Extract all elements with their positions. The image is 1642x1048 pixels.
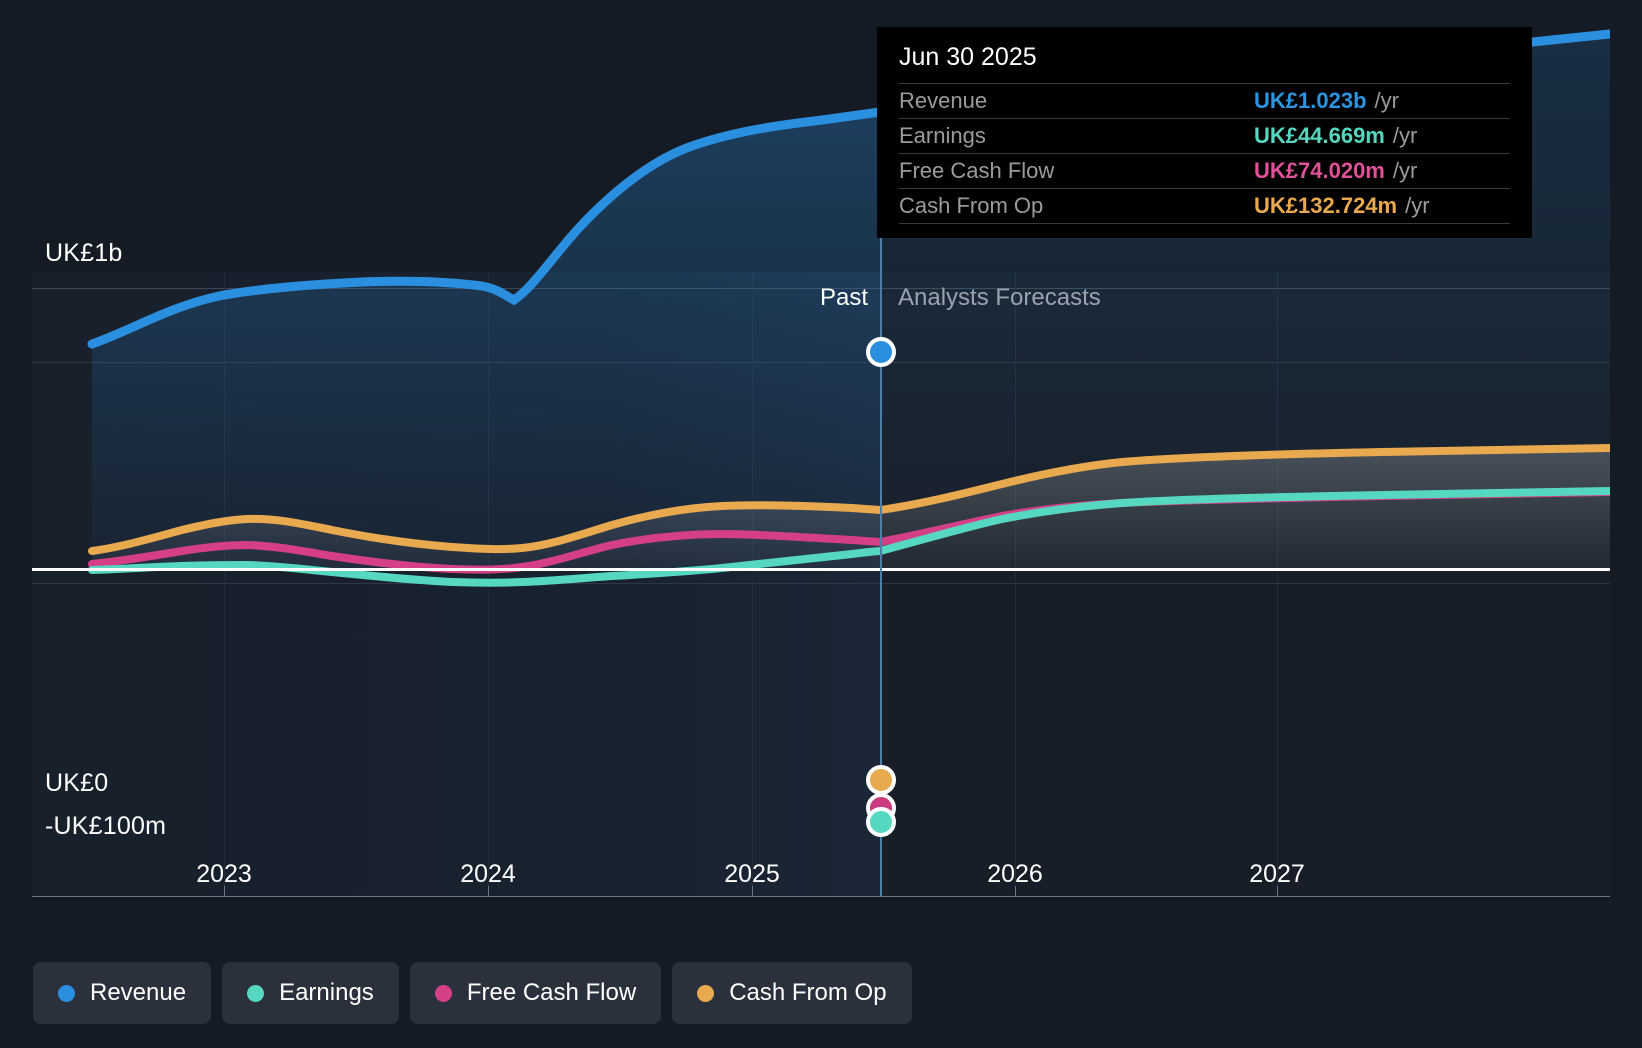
- tooltip-row-cash-from-op: Cash From Op UK£132.724m /yr: [899, 188, 1510, 224]
- revenue-area-past: [92, 112, 880, 568]
- legend-label-earnings: Earnings: [279, 979, 374, 1006]
- tooltip-unit-revenue: /yr: [1374, 88, 1399, 113]
- x-tick: [488, 886, 489, 897]
- zero-baseline: [32, 568, 1610, 571]
- legend: Revenue Earnings Free Cash Flow Cash Fro…: [33, 962, 912, 1024]
- tooltip-value-free-cash-flow: UK£74.020m: [1254, 158, 1385, 183]
- earnings-color-dot-icon: [247, 984, 265, 1002]
- tooltip-row-free-cash-flow: Free Cash Flow UK£74.020m /yr: [899, 153, 1510, 188]
- gridline: [32, 583, 1610, 584]
- y-axis-label-1b: UK£1b: [45, 239, 123, 267]
- x-axis-label-2025: 2025: [724, 860, 780, 888]
- legend-item-earnings[interactable]: Earnings: [222, 962, 399, 1024]
- free-cash-flow-color-dot-icon: [434, 984, 452, 1002]
- legend-label-cash-from-op: Cash From Op: [729, 979, 887, 1006]
- vertical-gridline: [1015, 272, 1016, 896]
- vertical-gridline: [224, 272, 225, 896]
- analysts-forecasts-label: Analysts Forecasts: [898, 284, 1101, 311]
- x-tick: [1015, 886, 1016, 897]
- legend-item-free-cash-flow[interactable]: Free Cash Flow: [409, 962, 662, 1024]
- tooltip: Jun 30 2025 Revenue UK£1.023b /yr Earnin…: [877, 27, 1532, 238]
- vertical-gridline: [752, 272, 753, 896]
- tooltip-row-revenue: Revenue UK£1.023b /yr: [899, 83, 1510, 118]
- cash-from-op-line: [88, 444, 1610, 555]
- tooltip-value-cash-from-op: UK£132.724m: [1254, 193, 1398, 218]
- past-forecast-divider: [880, 230, 882, 896]
- revenue-marker[interactable]: [866, 337, 896, 367]
- tooltip-value-revenue: UK£1.023b: [1254, 88, 1367, 113]
- x-axis-line: [32, 896, 1610, 897]
- tooltip-date: Jun 30 2025: [899, 43, 1037, 71]
- tooltip-value-earnings: UK£44.669m: [1254, 123, 1385, 148]
- tooltip-label-cash-from-op: Cash From Op: [899, 193, 1044, 218]
- y-axis-label-0: UK£0: [45, 769, 109, 797]
- x-axis-label-2026: 2026: [987, 860, 1043, 888]
- legend-label-revenue: Revenue: [90, 979, 187, 1006]
- past-label: Past: [819, 284, 868, 311]
- cash-from-op-marker[interactable]: [866, 765, 896, 795]
- series-earnings: [88, 487, 1610, 587]
- legend-item-cash-from-op[interactable]: Cash From Op: [672, 962, 912, 1024]
- x-axis-label-2023: 2023: [196, 860, 252, 888]
- x-axis-label-2027: 2027: [1249, 860, 1305, 888]
- x-tick: [752, 886, 753, 897]
- tooltip-unit-cash-from-op: /yr: [1405, 193, 1430, 218]
- x-tick: [224, 886, 225, 897]
- tooltip-unit-earnings: /yr: [1392, 123, 1418, 148]
- highlight-markers: [866, 337, 896, 837]
- vertical-gridline: [1277, 272, 1278, 896]
- earnings-line: [88, 487, 1610, 587]
- tooltip-label-revenue: Revenue: [899, 88, 988, 113]
- earnings-marker[interactable]: [866, 807, 896, 837]
- legend-label-free-cash-flow: Free Cash Flow: [466, 979, 637, 1006]
- tooltip-label-earnings: Earnings: [899, 123, 986, 148]
- y-axis-label-neg100m: -UK£100m: [45, 812, 167, 840]
- x-axis-label-2024: 2024: [460, 860, 516, 888]
- tooltip-unit-free-cash-flow: /yr: [1392, 158, 1418, 183]
- legend-item-revenue[interactable]: Revenue: [33, 962, 212, 1024]
- tooltip-label-free-cash-flow: Free Cash Flow: [899, 158, 1055, 183]
- x-tick: [1277, 886, 1278, 897]
- cash-from-op-color-dot-icon: [697, 984, 715, 1002]
- series-cash-from-op: [88, 444, 1610, 568]
- revenue-color-dot-icon: [58, 984, 75, 1002]
- tooltip-row-earnings: Earnings UK£44.669m /yr: [899, 118, 1510, 153]
